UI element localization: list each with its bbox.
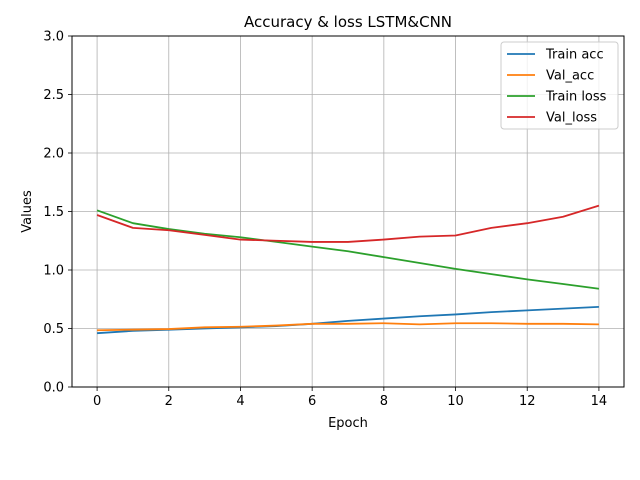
x-tick-label: 4 [236, 394, 244, 409]
legend-label-train-loss: Train loss [545, 90, 607, 105]
x-tick-label: 14 [591, 394, 608, 409]
legend-label-val-loss: Val_loss [546, 111, 597, 126]
series-line-val-acc [97, 322, 599, 332]
legend: Train acc Val_acc Train loss Val_loss [500, 41, 619, 130]
y-tick-label: 2.0 [43, 147, 64, 162]
chart-title: Accuracy & loss LSTM&CNN [244, 13, 452, 31]
x-tick-label: 2 [165, 394, 173, 409]
x-axis-label: Epoch [328, 416, 368, 431]
legend-box [500, 41, 619, 130]
y-tick-label: 1.5 [43, 205, 64, 220]
y-tick-label: 1.0 [43, 264, 64, 279]
y-tick-label: 2.5 [43, 88, 64, 103]
x-tick-label: 10 [447, 394, 464, 409]
series-line-val-loss [96, 204, 600, 243]
y-tick-label: 0.0 [43, 381, 64, 396]
x-tick-label: 12 [519, 394, 536, 409]
series-line-train-loss [96, 209, 600, 290]
series-lines [96, 204, 600, 335]
x-tick-label: 8 [380, 394, 388, 409]
x-tick-label: 0 [93, 394, 101, 409]
axis-ticks: 0 2 4 6 8 10 12 14 0.0 0.5 1.0 1.5 2.0 2.5 3.0 [43, 30, 607, 410]
legend-label-val-acc: Val_acc [546, 69, 594, 84]
legend-label-train-acc: Train acc [545, 48, 604, 63]
y-tick-label: 0.5 [43, 322, 64, 337]
y-axis-label: Values [20, 190, 35, 233]
x-tick-label: 6 [308, 394, 316, 409]
y-tick-label: 3.0 [43, 30, 64, 45]
